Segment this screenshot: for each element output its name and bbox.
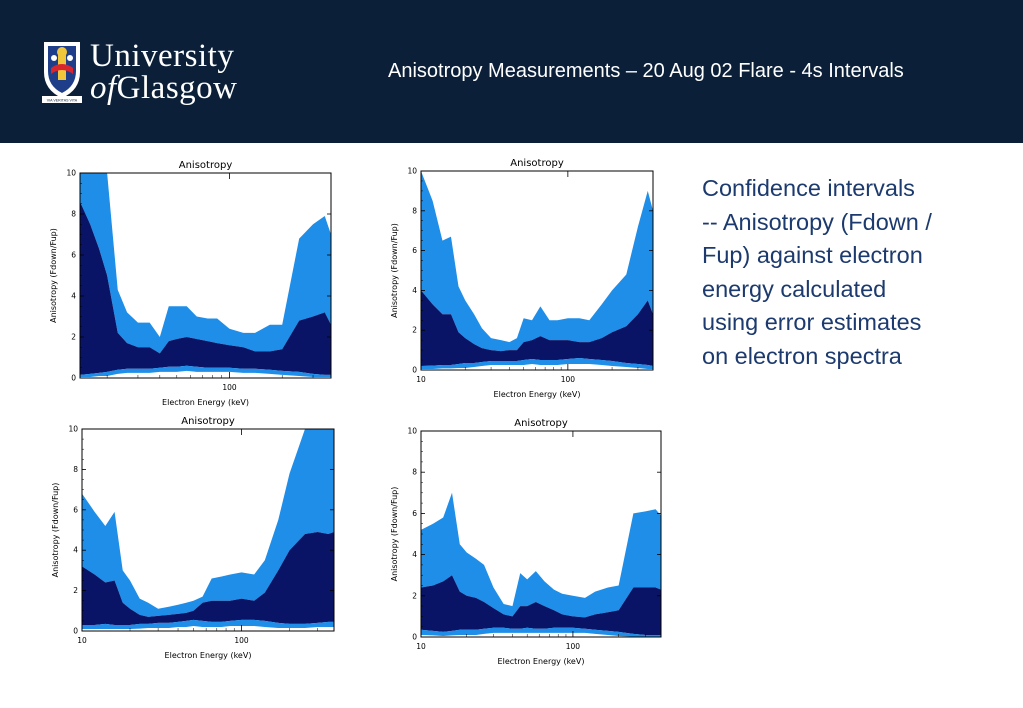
x-tick-label: 10 xyxy=(416,375,426,384)
y-tick-label: 8 xyxy=(73,465,78,474)
y-tick-label: 10 xyxy=(407,167,417,176)
description-line: using error estimates xyxy=(702,309,922,335)
y-axis-label: Anisotropy (Fdown/Fup) xyxy=(49,228,58,323)
chart-panel-4: 0 2 4 6 8 10 10 100 Anisotropy Electron Energy (k… xyxy=(390,418,662,666)
chart-title: Anisotropy xyxy=(514,418,568,429)
y-tick-label: 8 xyxy=(71,210,76,219)
inner-confidence-band xyxy=(82,532,334,625)
y-tick-label: 6 xyxy=(412,509,417,518)
outer-confidence-band xyxy=(80,173,331,354)
outer-confidence-band xyxy=(421,492,661,618)
x-tick-label: 10 xyxy=(416,642,426,651)
chart-panel-2: 0 2 4 6 8 10 10 100 Anisotropy Electron Energy (k… xyxy=(390,158,654,399)
lower-confidence-band xyxy=(421,358,653,370)
logo-line-university: University xyxy=(90,38,235,74)
y-tick-label: 0 xyxy=(73,627,78,636)
y-tick-label: 6 xyxy=(412,246,417,255)
lower-confidence-band xyxy=(80,365,331,377)
description-line: -- Anisotropy (Fdown / xyxy=(702,208,932,235)
inner-confidence-band xyxy=(421,575,661,635)
x-tick-label: 100 xyxy=(566,642,581,651)
confidence-bands xyxy=(421,171,653,370)
y-tick-label: 4 xyxy=(71,292,76,301)
chart-title: Anisotropy xyxy=(510,158,564,169)
x-tick-label: 100 xyxy=(222,383,237,392)
y-tick-label: 10 xyxy=(66,169,76,178)
lower-confidence-band xyxy=(421,627,661,637)
y-axis-label: Anisotropy (Fdown/Fup) xyxy=(390,487,399,582)
y-tick-label: 0 xyxy=(412,633,417,642)
x-tick-label: 10 xyxy=(77,636,87,645)
x-axis-label: Electron Energy (keV) xyxy=(162,398,249,407)
confidence-bands xyxy=(82,429,334,629)
y-tick-label: 8 xyxy=(412,468,417,477)
description-line: Fup) against electron xyxy=(702,242,923,268)
slide-title: Anisotropy Measurements – 20 Aug 02 Flar… xyxy=(388,60,904,82)
y-tick-label: 0 xyxy=(71,374,76,383)
confidence-bands xyxy=(421,492,661,637)
crest-motto: VIA VERITAS VITA xyxy=(47,99,78,103)
y-tick-label: 4 xyxy=(412,550,417,559)
x-axis-label: Electron Energy (keV) xyxy=(165,651,252,660)
chart-panel-1: 0 2 4 6 8 10 100 Anisotropy Electron Energy (keV… xyxy=(49,160,332,407)
x-axis-label: Electron Energy (keV) xyxy=(494,390,581,399)
description-line: Confidence intervals xyxy=(702,175,915,201)
university-logo[interactable]: VIA VERITAS VITA University ofGlasgow xyxy=(40,38,250,108)
chart-title: Anisotropy xyxy=(179,160,233,171)
y-tick-label: 2 xyxy=(412,591,417,600)
inner-confidence-band xyxy=(80,201,331,375)
logo-word-glasgow: Glasgow xyxy=(116,70,238,106)
y-tick-label: 10 xyxy=(407,427,417,436)
y-tick-label: 2 xyxy=(412,326,417,335)
y-tick-label: 6 xyxy=(71,251,76,260)
y-tick-label: 4 xyxy=(412,286,417,295)
chart-panel-3: 0 2 4 6 8 10 10 100 Anisotropy Electron Energy (k… xyxy=(51,416,335,660)
x-tick-label: 100 xyxy=(561,375,576,384)
confidence-bands xyxy=(80,173,331,377)
x-tick-label: 100 xyxy=(234,636,249,645)
inner-confidence-band xyxy=(421,290,653,367)
y-axis-label: Anisotropy (Fdown/Fup) xyxy=(51,483,60,578)
outer-confidence-band xyxy=(82,429,334,617)
y-tick-label: 0 xyxy=(412,366,417,375)
header-bar: VIA VERITAS VITA University ofGlasgow An… xyxy=(0,0,1023,143)
outer-confidence-band xyxy=(421,171,653,352)
y-tick-label: 10 xyxy=(68,425,78,434)
chart-title: Anisotropy xyxy=(181,416,235,427)
x-axis-label: Electron Energy (keV) xyxy=(498,657,585,666)
y-tick-label: 2 xyxy=(71,333,76,342)
y-tick-label: 2 xyxy=(73,586,78,595)
y-tick-label: 6 xyxy=(73,505,78,514)
lower-confidence-band xyxy=(82,619,334,629)
logo-word-of: of xyxy=(90,70,117,106)
description-text: Confidence intervals -- Anisotropy (Fdow… xyxy=(702,172,992,373)
description-line: energy calculated xyxy=(702,275,887,302)
y-axis-label: Anisotropy (Fdown/Fup) xyxy=(390,223,399,318)
description-line: on electron spectra xyxy=(702,342,902,369)
crest-icon: VIA VERITAS VITA xyxy=(42,42,82,103)
y-tick-label: 8 xyxy=(412,206,417,215)
logo-line-glasgow: ofGlasgow xyxy=(90,70,238,107)
y-tick-label: 4 xyxy=(73,546,78,555)
